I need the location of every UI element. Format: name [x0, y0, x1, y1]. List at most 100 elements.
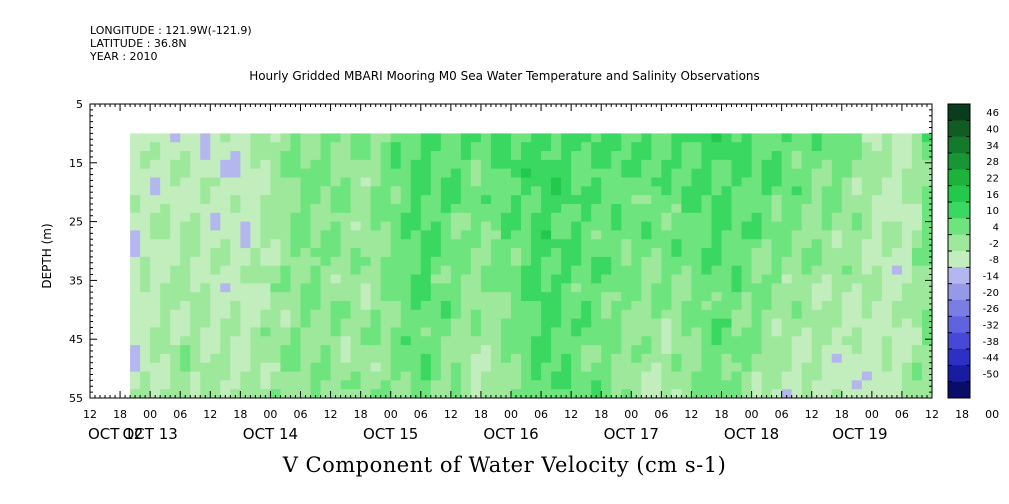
heat-cell: [911, 309, 923, 320]
heat-cell: [821, 292, 833, 302]
heat-cell: [751, 353, 762, 364]
heat-cell: [480, 248, 492, 258]
heat-cell: [521, 380, 532, 390]
heat-cell: [460, 168, 472, 178]
heat-cell: [430, 265, 442, 275]
heat-cell: [330, 318, 341, 328]
heat-cell: [180, 212, 191, 222]
heat-cell: [440, 389, 452, 399]
heat-cell: [500, 212, 512, 222]
heat-cell: [130, 151, 141, 161]
heat-cell: [250, 345, 261, 355]
heat-cell: [370, 256, 382, 267]
heat-cell: [531, 318, 542, 328]
heat-cell: [260, 195, 271, 205]
heat-cell: [571, 159, 582, 170]
heat-cell: [460, 142, 472, 152]
heat-cell: [681, 186, 692, 196]
heat-cell: [911, 292, 923, 302]
heat-cell: [350, 203, 362, 214]
heat-cell: [360, 186, 372, 196]
heat-cell: [270, 362, 281, 372]
heat-cell: [851, 362, 863, 372]
y-axis-label: DEPTH (m): [40, 223, 54, 288]
heat-cell: [310, 133, 321, 143]
heat-cell: [150, 186, 161, 196]
heat-cell: [761, 380, 773, 390]
heat-cell: [791, 186, 803, 196]
heat-cell: [651, 212, 662, 222]
heat-cell: [881, 300, 893, 311]
heat-cell: [511, 142, 522, 152]
heat-cell: [821, 195, 833, 205]
heat-cell: [761, 256, 773, 267]
heat-cell: [140, 353, 151, 364]
heat-cell: [290, 362, 301, 372]
x-hour-label: 18: [594, 408, 608, 421]
heat-cell: [190, 230, 201, 240]
heat-cell: [440, 195, 452, 205]
heat-cell: [561, 212, 572, 222]
heat-cell: [741, 345, 752, 355]
heat-cell: [701, 159, 712, 170]
heat-cell: [410, 230, 422, 240]
heat-cell: [410, 327, 422, 337]
heat-cell: [861, 300, 873, 311]
heat-cell: [340, 309, 352, 320]
heat-cell: [581, 274, 592, 284]
heat-cell: [320, 265, 331, 275]
heat-cell: [420, 265, 432, 275]
heat-cell: [651, 336, 662, 346]
heat-cell: [721, 168, 732, 178]
heat-cell: [390, 203, 402, 214]
heat-cell: [310, 177, 321, 187]
heat-cell: [631, 221, 642, 231]
heat-cell: [180, 203, 191, 214]
heat-cell: [781, 142, 793, 152]
heat-cell: [871, 239, 883, 249]
heat-cell: [500, 292, 512, 302]
heat-cell: [230, 380, 241, 390]
heat-cell: [370, 230, 382, 240]
heat-cell: [681, 212, 692, 222]
heat-cell: [821, 186, 833, 196]
heat-cell: [641, 380, 652, 390]
heat-cell: [751, 318, 762, 328]
heat-cell: [801, 203, 813, 214]
heat-cell: [781, 274, 793, 284]
heat-cell: [290, 151, 301, 161]
heat-cell: [721, 380, 732, 390]
heat-cell: [901, 327, 913, 337]
heat-cell: [801, 151, 813, 161]
heat-cell: [460, 380, 472, 390]
heat-cell: [160, 212, 171, 222]
heat-cell: [701, 362, 712, 372]
heat-cell: [901, 292, 913, 302]
heat-cell: [490, 327, 502, 337]
heat-cell: [741, 221, 752, 231]
heat-cell: [871, 265, 883, 275]
heat-cell: [290, 389, 301, 399]
heat-cell: [521, 239, 532, 249]
heat-cell: [210, 212, 221, 222]
heat-cell: [651, 309, 662, 320]
heat-cell: [861, 274, 873, 284]
heat-cell: [350, 300, 362, 311]
heat-cell: [761, 362, 773, 372]
heat-cell: [841, 186, 853, 196]
heat-cell: [921, 221, 933, 231]
heat-cell: [511, 362, 522, 372]
heat-cell: [370, 300, 382, 311]
heat-cell: [220, 327, 231, 337]
heat-cell: [220, 142, 231, 152]
heat-cell: [671, 327, 682, 337]
heat-cell: [871, 371, 883, 381]
heat-cell: [280, 353, 291, 364]
heat-cell: [380, 345, 392, 355]
heat-cell: [210, 292, 221, 302]
heat-cell: [551, 274, 562, 284]
heat-cell: [681, 300, 692, 311]
heat-cell: [811, 283, 823, 293]
heat-cell: [541, 327, 552, 337]
heat-cell: [390, 300, 402, 311]
